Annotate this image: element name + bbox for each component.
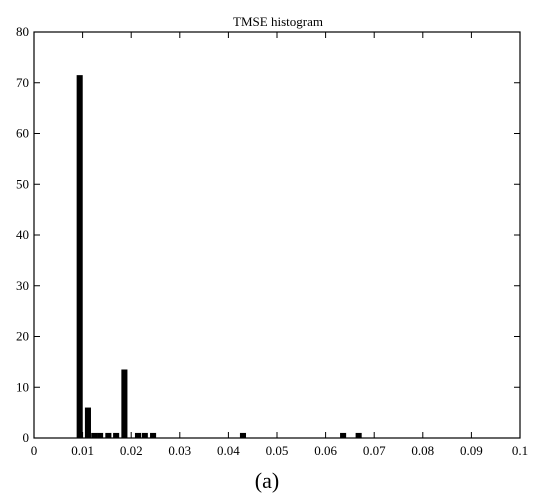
histogram-bar bbox=[105, 432, 112, 438]
x-tick-label: 0 bbox=[31, 443, 38, 458]
x-tick-label: 0.07 bbox=[363, 443, 386, 458]
x-tick-label: 0.05 bbox=[266, 443, 289, 458]
histogram-bar bbox=[113, 432, 120, 438]
x-axis-labels: 0 0.01 0.02 0.03 0.04 0.05 0.06 0.07 0.08 0.09 0.1 bbox=[31, 443, 528, 458]
figure-caption: (a) bbox=[254, 468, 280, 493]
y-tick-label: 70 bbox=[16, 75, 29, 90]
histogram-bar bbox=[97, 432, 104, 438]
y-tick-label: 60 bbox=[16, 126, 29, 141]
x-tick-label: 0.08 bbox=[411, 443, 434, 458]
x-tick-label: 0.06 bbox=[314, 443, 337, 458]
histogram-bar bbox=[141, 432, 148, 438]
x-tick-label: 0.04 bbox=[217, 443, 240, 458]
y-tick-label: 20 bbox=[16, 329, 29, 344]
x-tick-label: 0.01 bbox=[71, 443, 94, 458]
y-tick-label: 0 bbox=[23, 430, 30, 445]
axis-ticks bbox=[33, 31, 521, 439]
histogram-bar bbox=[76, 75, 83, 438]
histogram-bar bbox=[134, 432, 142, 438]
histogram-bar bbox=[355, 432, 362, 438]
x-tick-label: 0.1 bbox=[512, 443, 528, 458]
histogram-bar bbox=[340, 432, 347, 438]
x-tick-label: 0.09 bbox=[460, 443, 483, 458]
chart-title: TMSE histogram bbox=[233, 14, 323, 29]
plot-frame bbox=[33, 31, 521, 439]
y-tick-label: 40 bbox=[16, 227, 29, 242]
bars bbox=[76, 75, 362, 438]
y-tick-label: 80 bbox=[16, 24, 29, 39]
x-tick-label: 0.02 bbox=[120, 443, 143, 458]
histogram-bar bbox=[91, 432, 98, 438]
histogram-bar bbox=[84, 407, 91, 438]
histogram-bar bbox=[121, 369, 128, 438]
y-axis-labels: 0 10 20 30 40 50 60 70 80 bbox=[16, 24, 29, 445]
histogram-bar bbox=[239, 432, 247, 438]
x-tick-label: 0.03 bbox=[168, 443, 191, 458]
y-tick-label: 50 bbox=[16, 176, 29, 191]
histogram-bar bbox=[150, 432, 157, 438]
y-tick-label: 10 bbox=[16, 379, 29, 394]
y-tick-label: 30 bbox=[16, 278, 29, 293]
